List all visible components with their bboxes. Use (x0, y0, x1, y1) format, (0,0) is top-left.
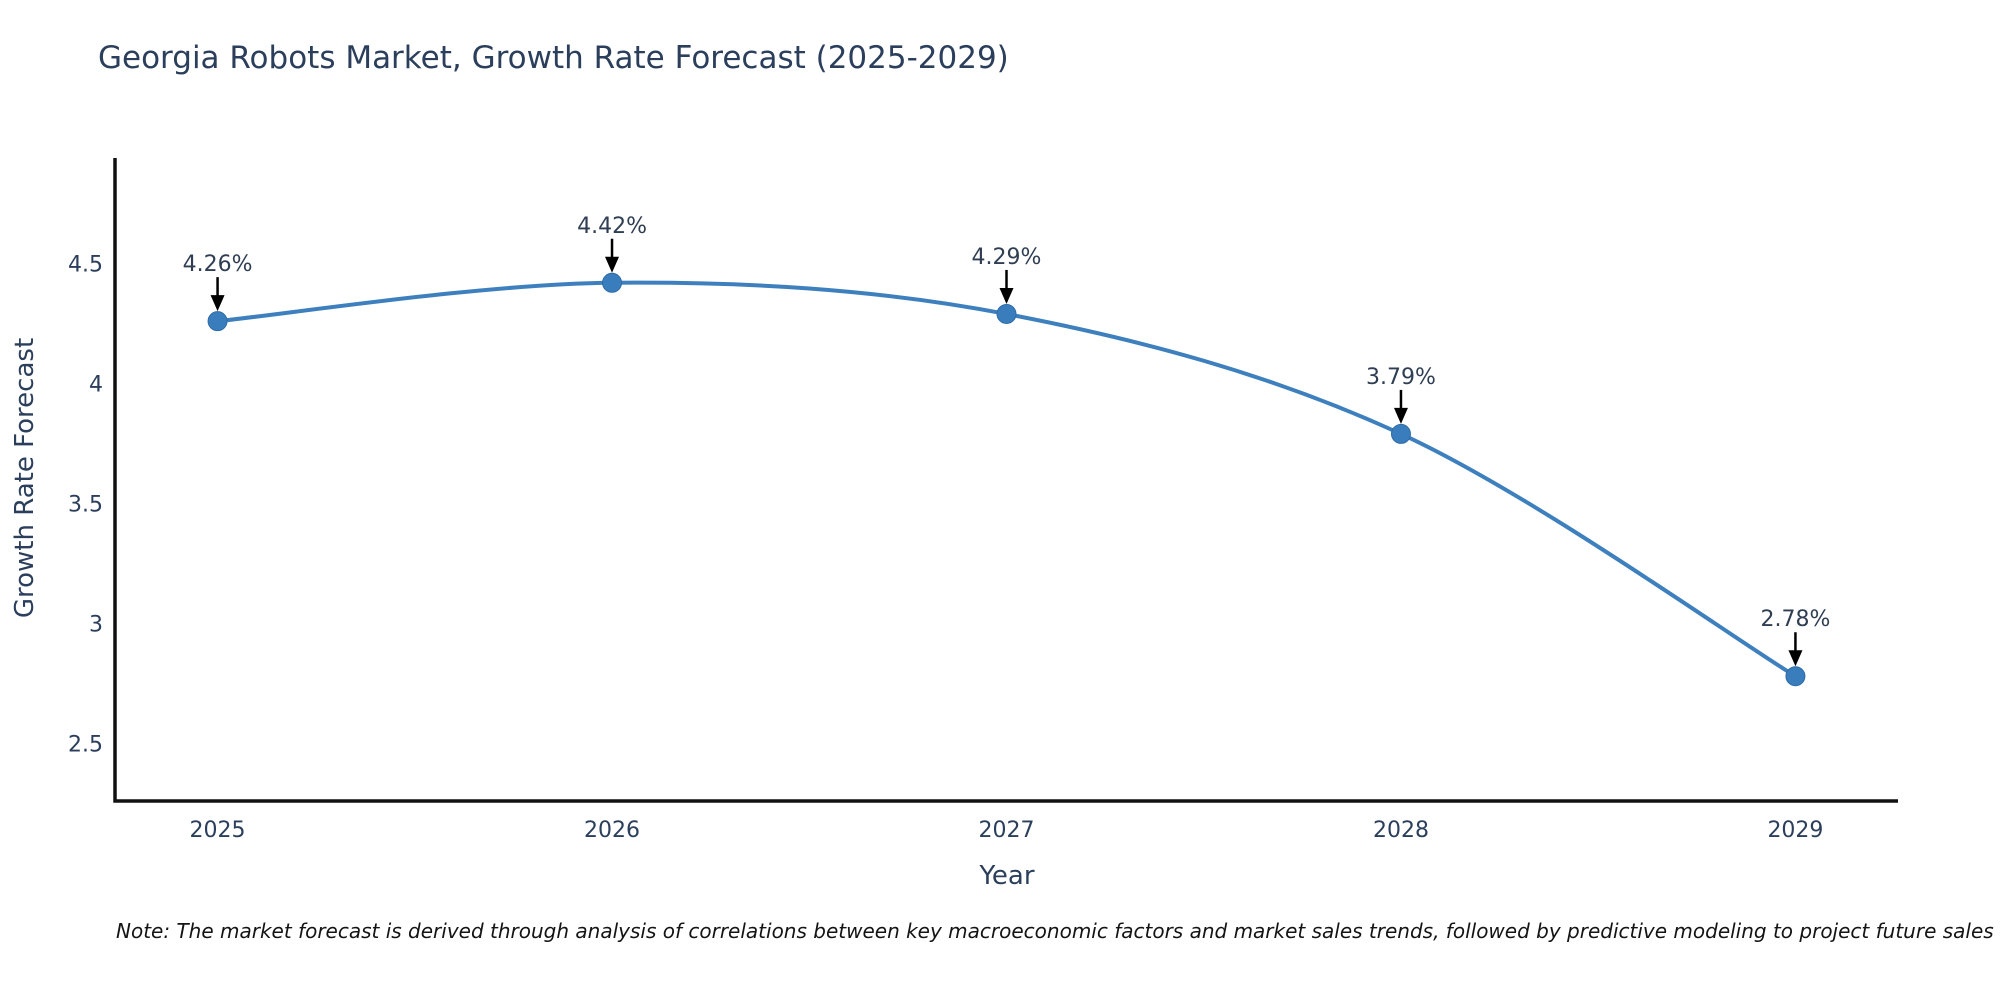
annotation-arrow-head (1788, 650, 1803, 667)
point-annotation: 2.78% (1760, 607, 1830, 632)
footnote: Note: The market forecast is derived thr… (116, 919, 1994, 943)
y-tick-label: 3 (89, 612, 103, 637)
x-tick-label: 2028 (1373, 818, 1429, 843)
axis-spines (113, 158, 1898, 803)
x-tick-label: 2025 (190, 818, 246, 843)
x-tick-label: 2026 (584, 818, 640, 843)
x-tick-label: 2027 (979, 818, 1035, 843)
data-point-2027[interactable] (996, 303, 1017, 324)
forecast-line (215, 280, 1798, 679)
data-point-2029[interactable] (1785, 666, 1806, 687)
point-annotation: 4.42% (577, 214, 647, 239)
point-annotation: 4.29% (972, 245, 1042, 270)
x-axis-title: Year (979, 861, 1035, 891)
data-point-2025[interactable] (207, 311, 228, 332)
annotation-arrow-head (999, 287, 1014, 304)
y-tick-label: 4.5 (68, 253, 103, 278)
annotation-arrow-head (1393, 407, 1408, 424)
y-tick-label: 2.5 (68, 732, 103, 757)
y-tick-label: 4 (89, 373, 103, 398)
annotation-arrow-head (210, 295, 225, 312)
point-annotation: 3.79% (1366, 365, 1436, 390)
y-tick-label: 3.5 (68, 492, 103, 517)
data-point-2026[interactable] (602, 272, 623, 293)
annotation-arrow-head (605, 256, 620, 273)
x-tick-label: 2029 (1767, 818, 1823, 843)
chart-title: Georgia Robots Market, Growth Rate Forec… (98, 40, 1009, 76)
point-annotation: 4.26% (183, 252, 253, 277)
data-point-2028[interactable] (1390, 423, 1411, 444)
